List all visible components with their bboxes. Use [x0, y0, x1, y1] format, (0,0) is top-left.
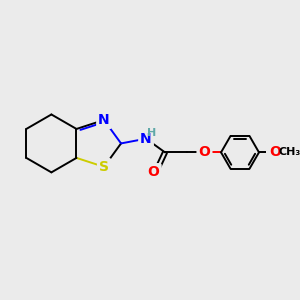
Text: N: N: [140, 132, 152, 146]
Text: N: N: [98, 113, 110, 127]
Text: H: H: [147, 128, 157, 138]
Text: O: O: [269, 146, 281, 159]
Text: O: O: [148, 165, 160, 179]
Text: S: S: [99, 160, 109, 174]
Text: O: O: [199, 146, 210, 159]
Text: CH₃: CH₃: [279, 147, 300, 158]
